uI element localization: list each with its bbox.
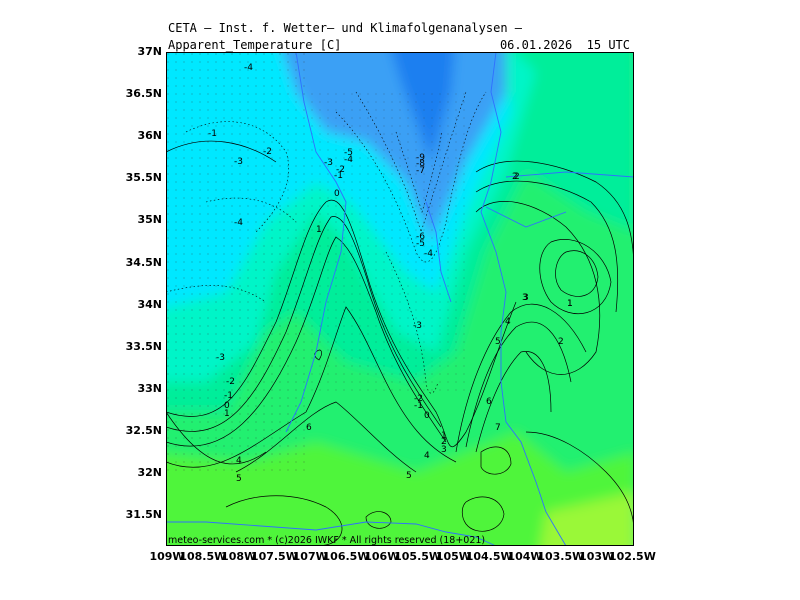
contour-value-label: -4 — [244, 63, 253, 73]
contour-value-label: -6 — [416, 232, 425, 242]
lon-tick-label: 105W — [435, 550, 471, 563]
map-frame-border — [166, 52, 634, 546]
map-panel: -4 -1 -3 -2 -4 -5 -4 -3 -2 -1 0 1 -9 -8 -7 -6 -5 -4 2 3 1 -3-… — [166, 52, 634, 546]
contour-value-label: -7 — [416, 166, 425, 176]
lon-tick-label: 106W — [364, 550, 400, 563]
contour-value-label: 0 — [224, 401, 230, 411]
contour-value-label: 2 — [441, 437, 447, 447]
lat-tick-label: 33.5N — [125, 339, 162, 353]
contour-value-label: 2 — [512, 172, 518, 182]
contour-value-label: -9 — [416, 153, 425, 163]
isotherm-lines — [166, 140, 634, 546]
lon-tick-label: 103.5W — [537, 550, 585, 563]
lon-tick-label: 107W — [292, 550, 328, 563]
contour-value-label: -2 — [263, 147, 272, 157]
contour-value-label: -2 — [336, 165, 345, 175]
contour-value-label: 6 — [486, 397, 492, 407]
contour-value-label: -4 — [424, 249, 433, 259]
lat-tick-label: 36.5N — [125, 87, 162, 101]
contour-value-label: 2 — [558, 337, 564, 347]
contour-value-label: -4 — [344, 155, 353, 165]
contour-value-label: -4 — [234, 218, 243, 228]
contour-value-label: 3 — [523, 293, 529, 303]
contour-value-label: 4 — [424, 451, 430, 461]
map-title: CETA — Inst. f. Wetter— und Klimafolgena… — [168, 21, 523, 35]
contour-value-label: 4 — [505, 317, 511, 327]
lat-tick-label: 32N — [137, 466, 162, 479]
lat-tick-label: 31.5N — [125, 508, 162, 522]
contour-value-label: 3 — [522, 293, 528, 303]
contour-value-label: 1 — [316, 225, 322, 235]
lat-tick-label: 32.5N — [125, 423, 162, 437]
contour-value-label: 0 — [334, 189, 340, 199]
valid-time-label: 06.01.2026 15 UTC — [499, 38, 630, 52]
copyright-text: meteo-services.com * (c)2026 IWKF * All … — [168, 535, 485, 546]
negative-isotherm-lines — [166, 91, 487, 394]
contour-value-label: 2 — [514, 172, 520, 182]
lon-tick-label: 103W — [579, 550, 615, 563]
lon-tick-label: 102.5W — [608, 550, 656, 563]
lon-tick-label: 104W — [507, 550, 543, 563]
contour-labels: -4-1-3-2-4-5-4-3-2-101-9-8-7-6-5-4231-3-… — [208, 63, 573, 484]
lon-tick-label: 104.5W — [465, 550, 513, 563]
contour-value-label: -3 — [413, 321, 422, 331]
contour-value-label: 1 — [567, 299, 573, 309]
contour-value-label: -8 — [416, 159, 425, 169]
contour-value-label: 7 — [495, 423, 501, 433]
contour-value-label: 3 — [441, 445, 447, 455]
contour-value-label: 1 — [224, 409, 230, 419]
contour-value-label: -1 — [224, 391, 233, 401]
contour-value-label: -5 — [344, 148, 353, 158]
contour-value-label: -1 — [208, 129, 217, 139]
lat-tick-label: 37N — [137, 45, 162, 58]
contour-value-label: -2 — [226, 377, 235, 387]
contour-value-label: -3 — [216, 353, 225, 363]
contour-value-label: -3 — [324, 158, 333, 168]
lat-tick-label: 34.5N — [125, 255, 162, 269]
lon-tick-label: 106.5W — [322, 550, 370, 563]
contour-value-label: 6 — [306, 423, 312, 433]
contour-value-label: 4 — [236, 456, 242, 466]
contour-value-label: -1 — [334, 171, 343, 181]
lat-tick-label: 35N — [137, 213, 162, 227]
lat-tick-label: 33N — [137, 381, 162, 395]
lon-tick-label: 107.5W — [250, 550, 298, 563]
contour-value-label: 0 — [424, 411, 430, 421]
contour-value-label: 5 — [406, 471, 412, 481]
lon-tick-label: 105.5W — [394, 550, 442, 563]
contour-value-label: -5 — [416, 239, 425, 249]
lon-tick-label: 108W — [221, 550, 257, 563]
lat-tick-label: 36N — [137, 129, 162, 143]
contour-value-label: -1 — [414, 401, 423, 411]
field-label: Apparent_Temperature [C] — [168, 38, 342, 52]
lon-tick-label: 109W — [149, 550, 185, 563]
lat-tick-label: 34N — [137, 297, 162, 311]
lon-tick-label: 108.5W — [179, 550, 227, 563]
state-borders — [166, 52, 634, 546]
contour-value-label: 1 — [567, 299, 573, 309]
contour-value-label: -2 — [414, 394, 423, 404]
lat-tick-label: 35.5N — [125, 171, 162, 185]
contour-value-label: -3 — [234, 157, 243, 167]
contour-value-label: 5 — [236, 474, 242, 484]
contour-value-label: 5 — [495, 337, 501, 347]
contour-value-label: 1 — [441, 431, 447, 441]
